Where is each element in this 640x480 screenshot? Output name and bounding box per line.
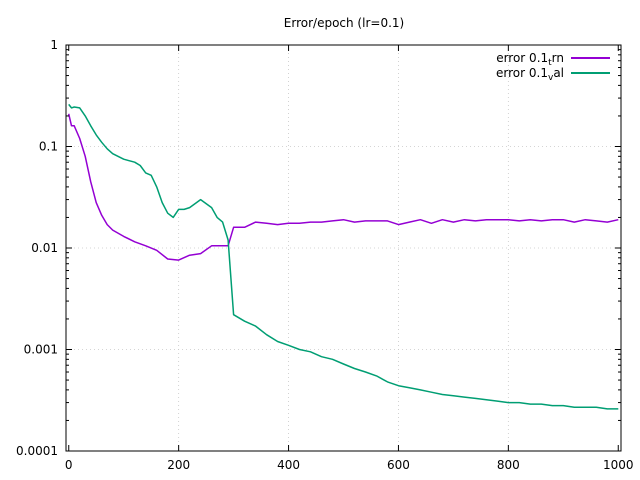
x-tick-label: 200 — [167, 458, 190, 472]
y-tick-label: 0.001 — [24, 343, 58, 357]
chart-title: Error/epoch (lr=0.1) — [284, 16, 404, 30]
y-tick-label: 0.0001 — [16, 444, 58, 458]
x-tick-label: 1000 — [603, 458, 634, 472]
y-tick-label: 0.1 — [39, 140, 58, 154]
x-tick-label: 600 — [387, 458, 410, 472]
x-tick-label: 0 — [65, 458, 73, 472]
legend-label: error 0.1trn — [496, 51, 564, 68]
y-tick-label: 0.01 — [31, 241, 58, 255]
series-line-val — [68, 103, 619, 410]
plot-area — [67, 103, 619, 410]
axes: 0 200 400 600 800 1000 0.0001 0.001 0.01 0.1 1 — [16, 38, 634, 472]
x-tick-label: 400 — [277, 458, 300, 472]
series-line-train — [67, 113, 619, 261]
legend-label: error 0.1val — [496, 66, 564, 83]
y-tick-label: 1 — [50, 38, 58, 52]
x-tick-label: 800 — [497, 458, 520, 472]
grid-lines — [66, 45, 621, 451]
